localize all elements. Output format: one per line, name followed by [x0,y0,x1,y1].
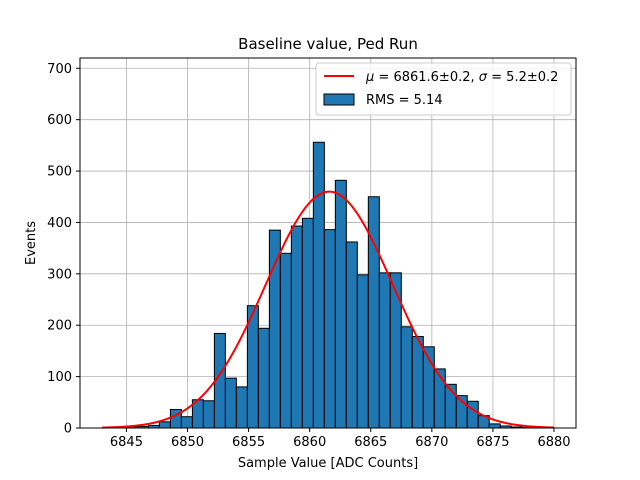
histogram-bar [246,305,259,429]
x-tick-label: 6850 [171,435,204,450]
histogram-bar [312,141,325,429]
y-axis-ticks: 0 100 200 300 400 500 600 700 [47,62,80,437]
histogram-bar [334,179,347,429]
legend-box [315,62,572,116]
x-tick-label: 6870 [415,435,448,450]
histogram-bar [400,326,413,429]
histogram-bar [433,368,446,429]
histogram-bar [389,272,402,429]
histogram-bar [180,416,193,429]
histogram-bar [488,423,501,429]
histogram-bar [367,196,380,429]
x-tick-label: 6860 [293,435,326,450]
histogram-bar [235,386,248,429]
legend-hist-swatch [323,93,355,106]
histogram-bar [279,252,292,429]
histogram-bar [378,272,391,429]
y-tick-label: 500 [47,165,72,180]
histogram-bar [411,336,424,429]
y-tick-label: 700 [47,62,72,77]
histogram-bar [345,241,358,429]
chart-title: Baseline value, Ped Run [238,35,418,53]
histogram-bar [224,377,237,429]
histogram-bar [290,225,303,429]
x-tick-label: 6865 [354,435,387,450]
x-tick-label: 6875 [476,435,509,450]
legend: μ = 6861.6±0.2, σ = 5.2±0.2 RMS = 5.14 [315,62,572,116]
y-tick-label: 400 [47,216,72,231]
histogram-bar [301,217,314,429]
legend-hist-label: RMS = 5.14 [366,93,443,108]
x-tick-label: 6845 [110,435,143,450]
plot-frame [79,57,577,429]
x-tick-label: 6855 [232,435,265,450]
y-tick-label: 300 [47,267,72,282]
histogram-bars [125,141,534,429]
histogram-bar [323,229,336,429]
gaussian-fit-line [101,190,555,429]
histogram-bar [356,274,369,429]
y-tick-label: 0 [64,422,72,437]
y-tick-label: 200 [47,319,72,334]
y-tick-label: 100 [47,370,72,385]
histogram-bar [158,421,171,429]
y-tick-label: 600 [47,113,72,128]
histogram-bar [466,400,479,429]
legend-fit-label: μ = 6861.6±0.2, σ = 5.2±0.2 [365,70,558,85]
histogram-bar [268,229,281,429]
y-axis-label: Events [24,221,39,265]
x-axis-ticks: 6845 6850 6855 6860 6865 6870 6875 6880 [110,428,571,450]
x-axis-label: Sample Value [ADC Counts] [238,456,418,471]
histogram-bar [202,400,215,429]
histogram-bar [257,327,270,429]
x-tick-label: 6880 [537,435,570,450]
